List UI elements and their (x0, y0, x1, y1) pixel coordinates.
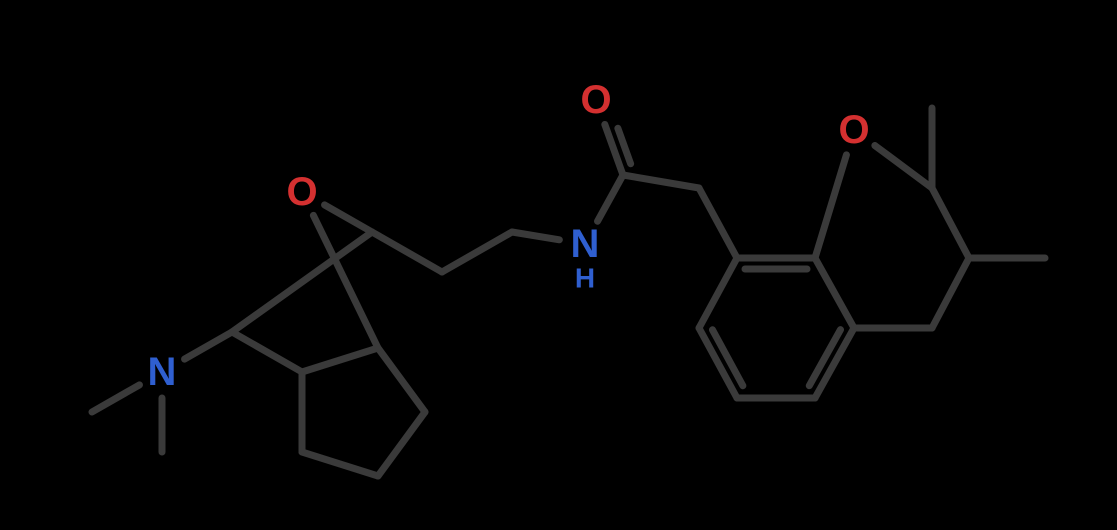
atom-o: O (580, 78, 611, 122)
atom-label: N (148, 350, 177, 394)
atom-label: O (580, 78, 611, 122)
atom-n: N (148, 350, 177, 394)
atom-label: N (571, 222, 600, 266)
atom-o: O (286, 170, 317, 214)
atom-o: O (838, 108, 869, 152)
atom-label: O (286, 170, 317, 214)
atom-label: O (838, 108, 869, 152)
atom-sublabel: H (575, 263, 595, 294)
molecule-diagram: NONHOO (0, 0, 1117, 530)
atom-n: NH (571, 222, 600, 294)
